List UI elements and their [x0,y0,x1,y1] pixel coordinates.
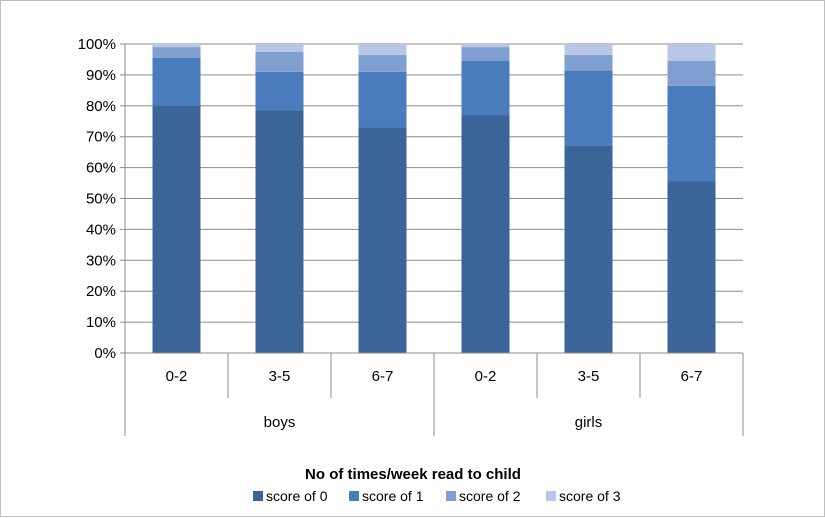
legend-swatch [446,491,456,501]
bar-segment [461,60,510,116]
category-label: 0-2 [475,368,497,385]
group-label: boys [264,414,296,431]
x-axis: 0-2 3-5 6-7 0-2 3-5 6-7 boys girls [124,352,744,436]
y-tick-label: 50% [86,191,116,208]
y-tick-label: 90% [86,67,116,84]
bar-segment [461,47,510,61]
bar-segment [667,181,716,353]
bar-segment [564,70,613,146]
legend-label: score of 2 [459,488,521,504]
y-tick-label: 30% [86,252,116,269]
bar-segment [152,105,201,353]
bar-segment [667,44,716,61]
y-axis-ticks: 0% 10% 20% 30% 40% 50% 60% 70% 80% 90% 100% [78,36,116,362]
y-tick-label: 40% [86,221,116,238]
category-label: 0-2 [166,368,188,385]
gridlines [120,43,743,354]
bar-segment [564,44,613,55]
bar-segment [667,85,716,182]
bar-segment [255,110,304,353]
bars [152,44,716,354]
group-label: girls [575,414,603,431]
bar-segment [255,51,304,72]
bar-segment [564,54,613,71]
legend-swatch [546,491,556,501]
bar-segment [255,71,304,111]
y-tick-label: 70% [86,129,116,146]
bar-segment [152,47,201,58]
category-label: 6-7 [372,368,394,385]
bar-segment [255,44,304,52]
legend-label: score of 0 [266,488,328,504]
category-label: 3-5 [578,368,600,385]
legend-swatch [349,491,359,501]
bar-segment [358,127,407,354]
y-tick-label: 20% [86,283,116,300]
bar-segment [564,145,613,353]
legend-label: score of 3 [559,488,621,504]
x-axis-title: No of times/week read to child [305,466,521,483]
bar-segment [667,60,716,86]
y-tick-label: 60% [86,160,116,177]
bar-segment [358,44,407,55]
legend-label: score of 1 [362,488,424,504]
y-tick-label: 0% [94,345,116,362]
category-label: 6-7 [681,368,703,385]
legend: score of 0 score of 1 score of 2 score of 3 [253,488,621,504]
bar-segment [358,71,407,128]
bar-segment [152,57,201,106]
y-tick-label: 100% [78,36,116,53]
bar-segment [358,54,407,72]
legend-swatch [253,491,263,501]
category-label: 3-5 [269,368,291,385]
y-tick-label: 10% [86,314,116,331]
bar-segment [461,115,510,353]
y-tick-label: 80% [86,98,116,115]
bar-segment [461,44,510,48]
bar-segment [152,44,201,48]
